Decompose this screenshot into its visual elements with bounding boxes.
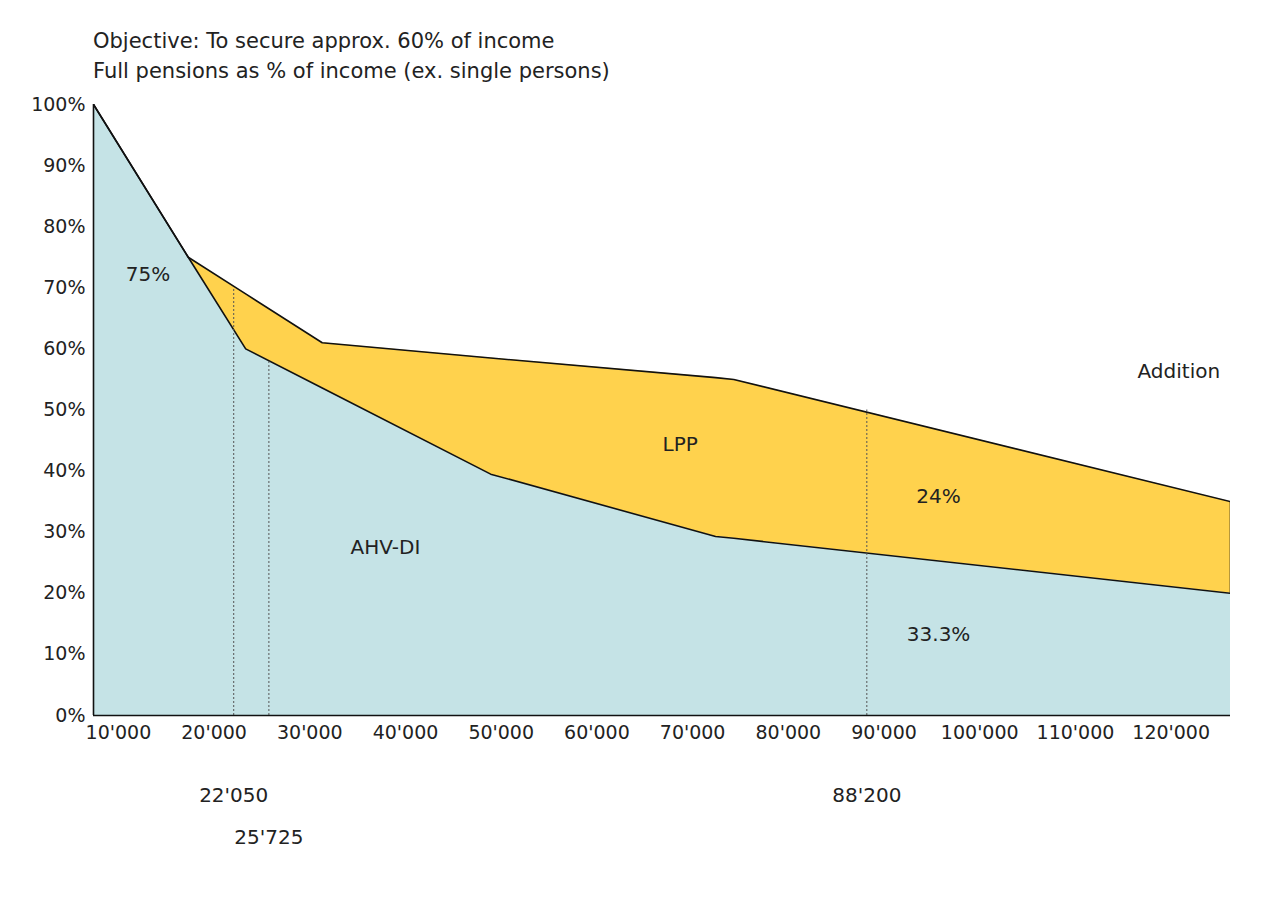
svg-text:60'000: 60'000 <box>564 721 630 743</box>
svg-text:20%: 20% <box>43 581 85 603</box>
svg-text:75%: 75% <box>126 262 170 286</box>
svg-text:50%: 50% <box>43 398 85 420</box>
svg-text:40'000: 40'000 <box>373 721 439 743</box>
svg-text:120'000: 120'000 <box>1132 721 1210 743</box>
svg-text:LPP: LPP <box>663 432 698 456</box>
svg-text:70'000: 70'000 <box>660 721 726 743</box>
svg-text:90'000: 90'000 <box>851 721 917 743</box>
svg-text:33.3%: 33.3% <box>907 622 971 646</box>
svg-text:0%: 0% <box>55 704 85 726</box>
svg-text:88'200: 88'200 <box>832 783 901 807</box>
svg-text:22'050: 22'050 <box>199 783 268 807</box>
svg-text:60%: 60% <box>43 337 85 359</box>
svg-text:80'000: 80'000 <box>755 721 821 743</box>
svg-text:40%: 40% <box>43 459 85 481</box>
svg-text:10'000: 10'000 <box>86 721 152 743</box>
svg-text:50'000: 50'000 <box>468 721 534 743</box>
svg-text:30%: 30% <box>43 520 85 542</box>
svg-text:25'725: 25'725 <box>234 825 303 849</box>
svg-text:80%: 80% <box>43 215 85 237</box>
svg-text:110'000: 110'000 <box>1037 721 1115 743</box>
svg-text:AHV-DI: AHV-DI <box>351 535 421 559</box>
svg-text:70%: 70% <box>43 276 85 298</box>
svg-text:100'000: 100'000 <box>941 721 1019 743</box>
svg-text:30'000: 30'000 <box>277 721 343 743</box>
html-text:Full pensions as % of income (: Full pensions as % of income (ex. single… <box>93 59 610 83</box>
svg-text:10%: 10% <box>43 642 85 664</box>
svg-text:90%: 90% <box>43 154 85 176</box>
svg-text:24%: 24% <box>916 484 960 508</box>
svg-text:20'000: 20'000 <box>181 721 247 743</box>
html-text:Objective: To secure approx. 6: Objective: To secure approx. 60% of inco… <box>93 29 555 53</box>
svg-text:Addition: Addition <box>1138 359 1221 383</box>
svg-text:100%: 100% <box>31 93 85 115</box>
